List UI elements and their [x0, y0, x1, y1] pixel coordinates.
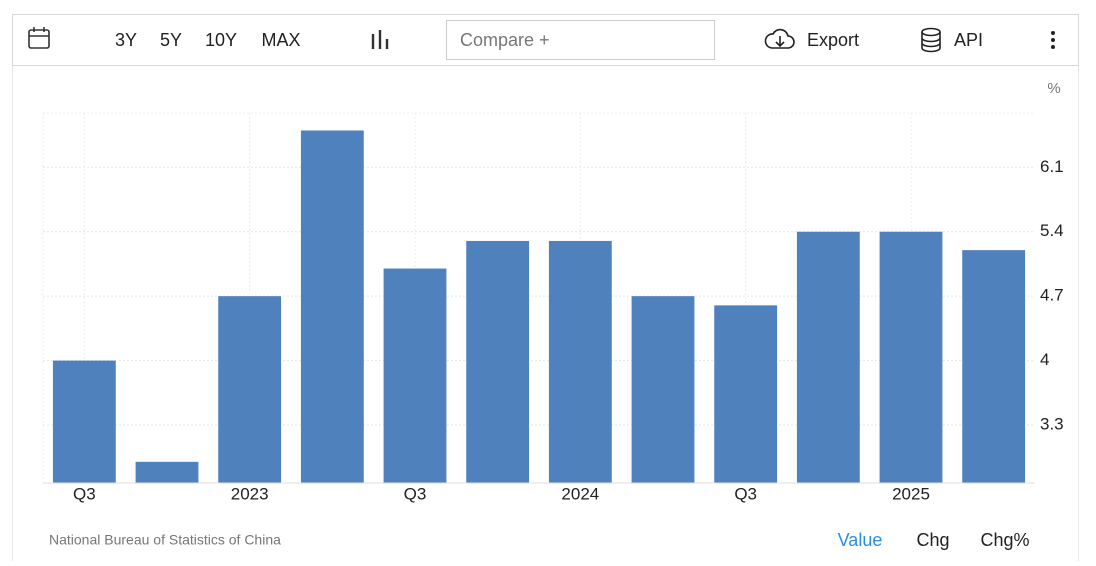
bar — [879, 231, 943, 483]
bar — [52, 360, 116, 483]
export-button[interactable]: Export — [807, 30, 859, 50]
x-tick-label: 2024 — [561, 484, 599, 503]
tab-value[interactable]: Value — [838, 530, 883, 550]
bar — [300, 130, 364, 484]
x-tick-label: Q3 — [73, 484, 96, 503]
bar — [466, 240, 530, 483]
compare-input[interactable] — [446, 20, 715, 60]
source: National Bureau of Statistics of China — [49, 532, 281, 548]
bar — [714, 305, 778, 483]
api-button[interactable]: API — [954, 30, 983, 50]
x-tick-label: Q3 — [734, 484, 757, 503]
range-button[interactable]: 10Y — [205, 30, 237, 50]
bar — [135, 461, 199, 483]
compare-placeholder: Compare + — [460, 30, 550, 50]
y-tick-label: 5.4 — [1040, 221, 1064, 240]
y-tick-label: 6.1 — [1040, 157, 1064, 176]
tab-chg[interactable]: Chg — [916, 530, 949, 550]
y-tick-label: 3.3 — [1040, 414, 1064, 433]
bar — [548, 240, 612, 483]
api-icon[interactable] — [921, 27, 941, 53]
y-axis-unit: % — [1047, 80, 1060, 97]
x-tick-label: 2023 — [231, 484, 269, 503]
menu-icon[interactable] — [1051, 31, 1055, 49]
y-tick-label: 4.7 — [1040, 286, 1064, 305]
range-button[interactable]: 3Y — [115, 30, 137, 50]
x-tick-label: Q3 — [404, 484, 427, 503]
bar — [383, 268, 447, 483]
tab-chg-pct[interactable]: Chg% — [980, 530, 1029, 550]
x-tick-label: 2025 — [892, 484, 930, 503]
calendar-icon[interactable] — [28, 27, 50, 49]
range-button[interactable]: MAX — [261, 30, 300, 50]
bar — [218, 296, 282, 483]
bar — [796, 231, 860, 483]
bar — [631, 296, 695, 483]
y-tick-label: 4 — [1040, 350, 1049, 369]
chart-type-icon[interactable] — [371, 30, 389, 49]
export-icon[interactable] — [764, 28, 795, 49]
bar — [962, 250, 1026, 483]
range-button[interactable]: 5Y — [160, 30, 182, 50]
